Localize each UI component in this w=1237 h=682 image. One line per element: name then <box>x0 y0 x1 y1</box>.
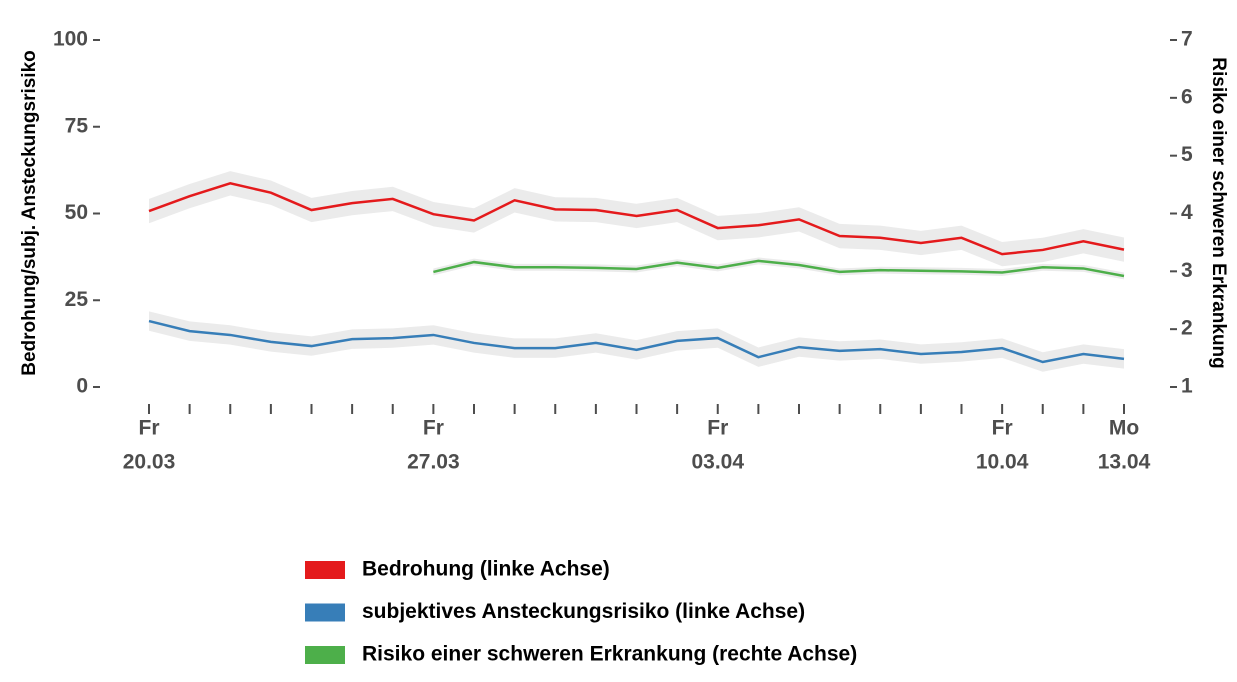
x-tick-label: Fr <box>992 417 1013 440</box>
y2-tick-label: 7 <box>1181 28 1193 51</box>
legend-label: Bedrohung (linke Achse) <box>362 558 610 581</box>
y2-tick-label: 2 <box>1181 317 1193 340</box>
x-tick-label: Fr <box>423 417 444 440</box>
y2-tick-label: 4 <box>1181 201 1193 224</box>
x-tick-label: 03.04 <box>691 451 744 474</box>
y2-tick-label: 6 <box>1181 85 1193 108</box>
y-tick-label: 50 <box>65 201 88 224</box>
confidence-band <box>149 311 1124 372</box>
y2-tick-label: 1 <box>1181 375 1193 398</box>
y2-tick-label: 3 <box>1181 259 1193 282</box>
x-tick-label: Fr <box>707 417 728 440</box>
line <box>433 259 1125 278</box>
x-tick-label: Mo <box>1109 417 1139 440</box>
y-axis-title: Bedrohung/subj. Ansteckungsrisiko <box>19 50 40 376</box>
line <box>148 319 1125 364</box>
x-tick-label: 13.04 <box>1098 451 1151 474</box>
legend-swatch <box>305 603 345 622</box>
line <box>148 182 1125 256</box>
y2-axis-title: Risiko einer schweren Erkrankung <box>1208 57 1229 369</box>
confidence-band <box>149 171 1124 267</box>
x-tick-label: 27.03 <box>407 451 460 474</box>
legend-swatch <box>305 646 345 664</box>
legend-label: Risiko einer schweren Erkrankung (rechte… <box>362 643 857 666</box>
y-tick-label: 0 <box>76 375 88 398</box>
confidence-band <box>433 257 1124 280</box>
legend-swatch <box>305 561 345 579</box>
y-tick-label: 100 <box>53 28 88 51</box>
x-tick-label: 10.04 <box>976 451 1029 474</box>
y2-tick-label: 5 <box>1181 143 1193 166</box>
x-tick-label: 20.03 <box>123 451 176 474</box>
legend-label: subjektives Ansteckungsrisiko (linke Ach… <box>362 600 805 623</box>
y-tick-label: 25 <box>65 288 89 311</box>
y-tick-label: 75 <box>65 114 89 137</box>
x-tick-label: Fr <box>139 417 160 440</box>
